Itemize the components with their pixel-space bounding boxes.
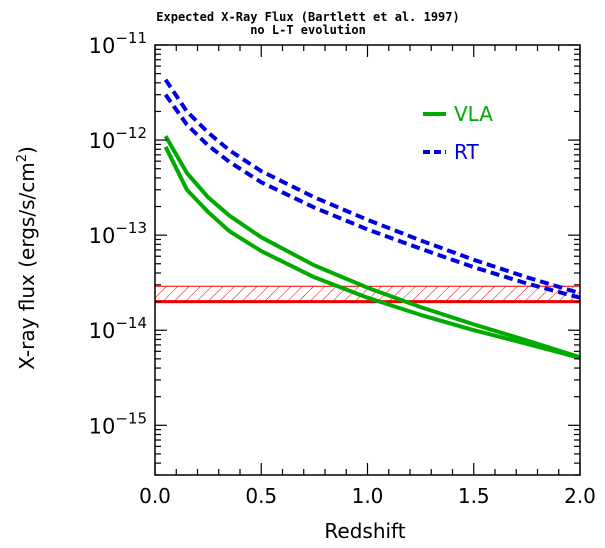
x-tick-label: 2.0 xyxy=(564,484,596,508)
y-tick-label-base: 10 xyxy=(89,319,116,343)
chart-title: Expected X-Ray Flux (Bartlett et al. 199… xyxy=(156,10,459,24)
y-tick-label-base: 10 xyxy=(89,34,116,58)
series-line-rt-2 xyxy=(163,78,580,296)
y-tick-label: 10−15 xyxy=(89,409,147,438)
x-axis-ticks: 0.0 0.5 1.0 1.5 2.0 xyxy=(139,45,596,508)
y-axis-label-main: X-ray flux (ergs/s/cm xyxy=(15,162,39,370)
y-tick-label-exponent: −11 xyxy=(115,29,147,47)
y-tick-label-base: 10 xyxy=(89,129,116,153)
y-axis-label-superscript: 2 xyxy=(15,154,30,162)
y-tick-label: 10−14 xyxy=(89,314,147,343)
series-line-vla-1 xyxy=(163,145,580,360)
x-tick-label: 1.0 xyxy=(352,484,384,508)
x-tick-label: 1.5 xyxy=(458,484,490,508)
y-axis-label-tail: ) xyxy=(15,146,39,154)
y-tick-label: 10−13 xyxy=(89,219,147,248)
legend-label-rt: RT xyxy=(454,140,479,164)
legend-label-vla: VLA xyxy=(454,102,493,126)
x-tick-label: 0.5 xyxy=(245,484,277,508)
y-tick-label-base: 10 xyxy=(89,224,116,248)
y-tick-label-exponent: −12 xyxy=(115,124,147,142)
y-tick-label-exponent: −15 xyxy=(115,409,147,427)
y-axis-label: X-ray flux (ergs/s/cm2) xyxy=(15,146,39,370)
legend: VLA RT xyxy=(423,102,493,164)
series-line-rt-3 xyxy=(163,93,580,300)
y-tick-label-exponent: −14 xyxy=(115,314,147,332)
x-axis-label: Redshift xyxy=(324,519,405,543)
y-tick-label-base: 10 xyxy=(89,414,116,438)
series-layer xyxy=(163,78,580,360)
plot-frame xyxy=(154,44,581,476)
y-tick-label: 10−11 xyxy=(89,29,147,58)
y-tick-label: 10−12 xyxy=(89,124,147,153)
x-tick-label: 0.0 xyxy=(139,484,171,508)
y-tick-label-exponent: −13 xyxy=(115,219,147,237)
chart-subtitle: no L-T evolution xyxy=(250,23,366,37)
series-line-vla-0 xyxy=(163,135,580,360)
